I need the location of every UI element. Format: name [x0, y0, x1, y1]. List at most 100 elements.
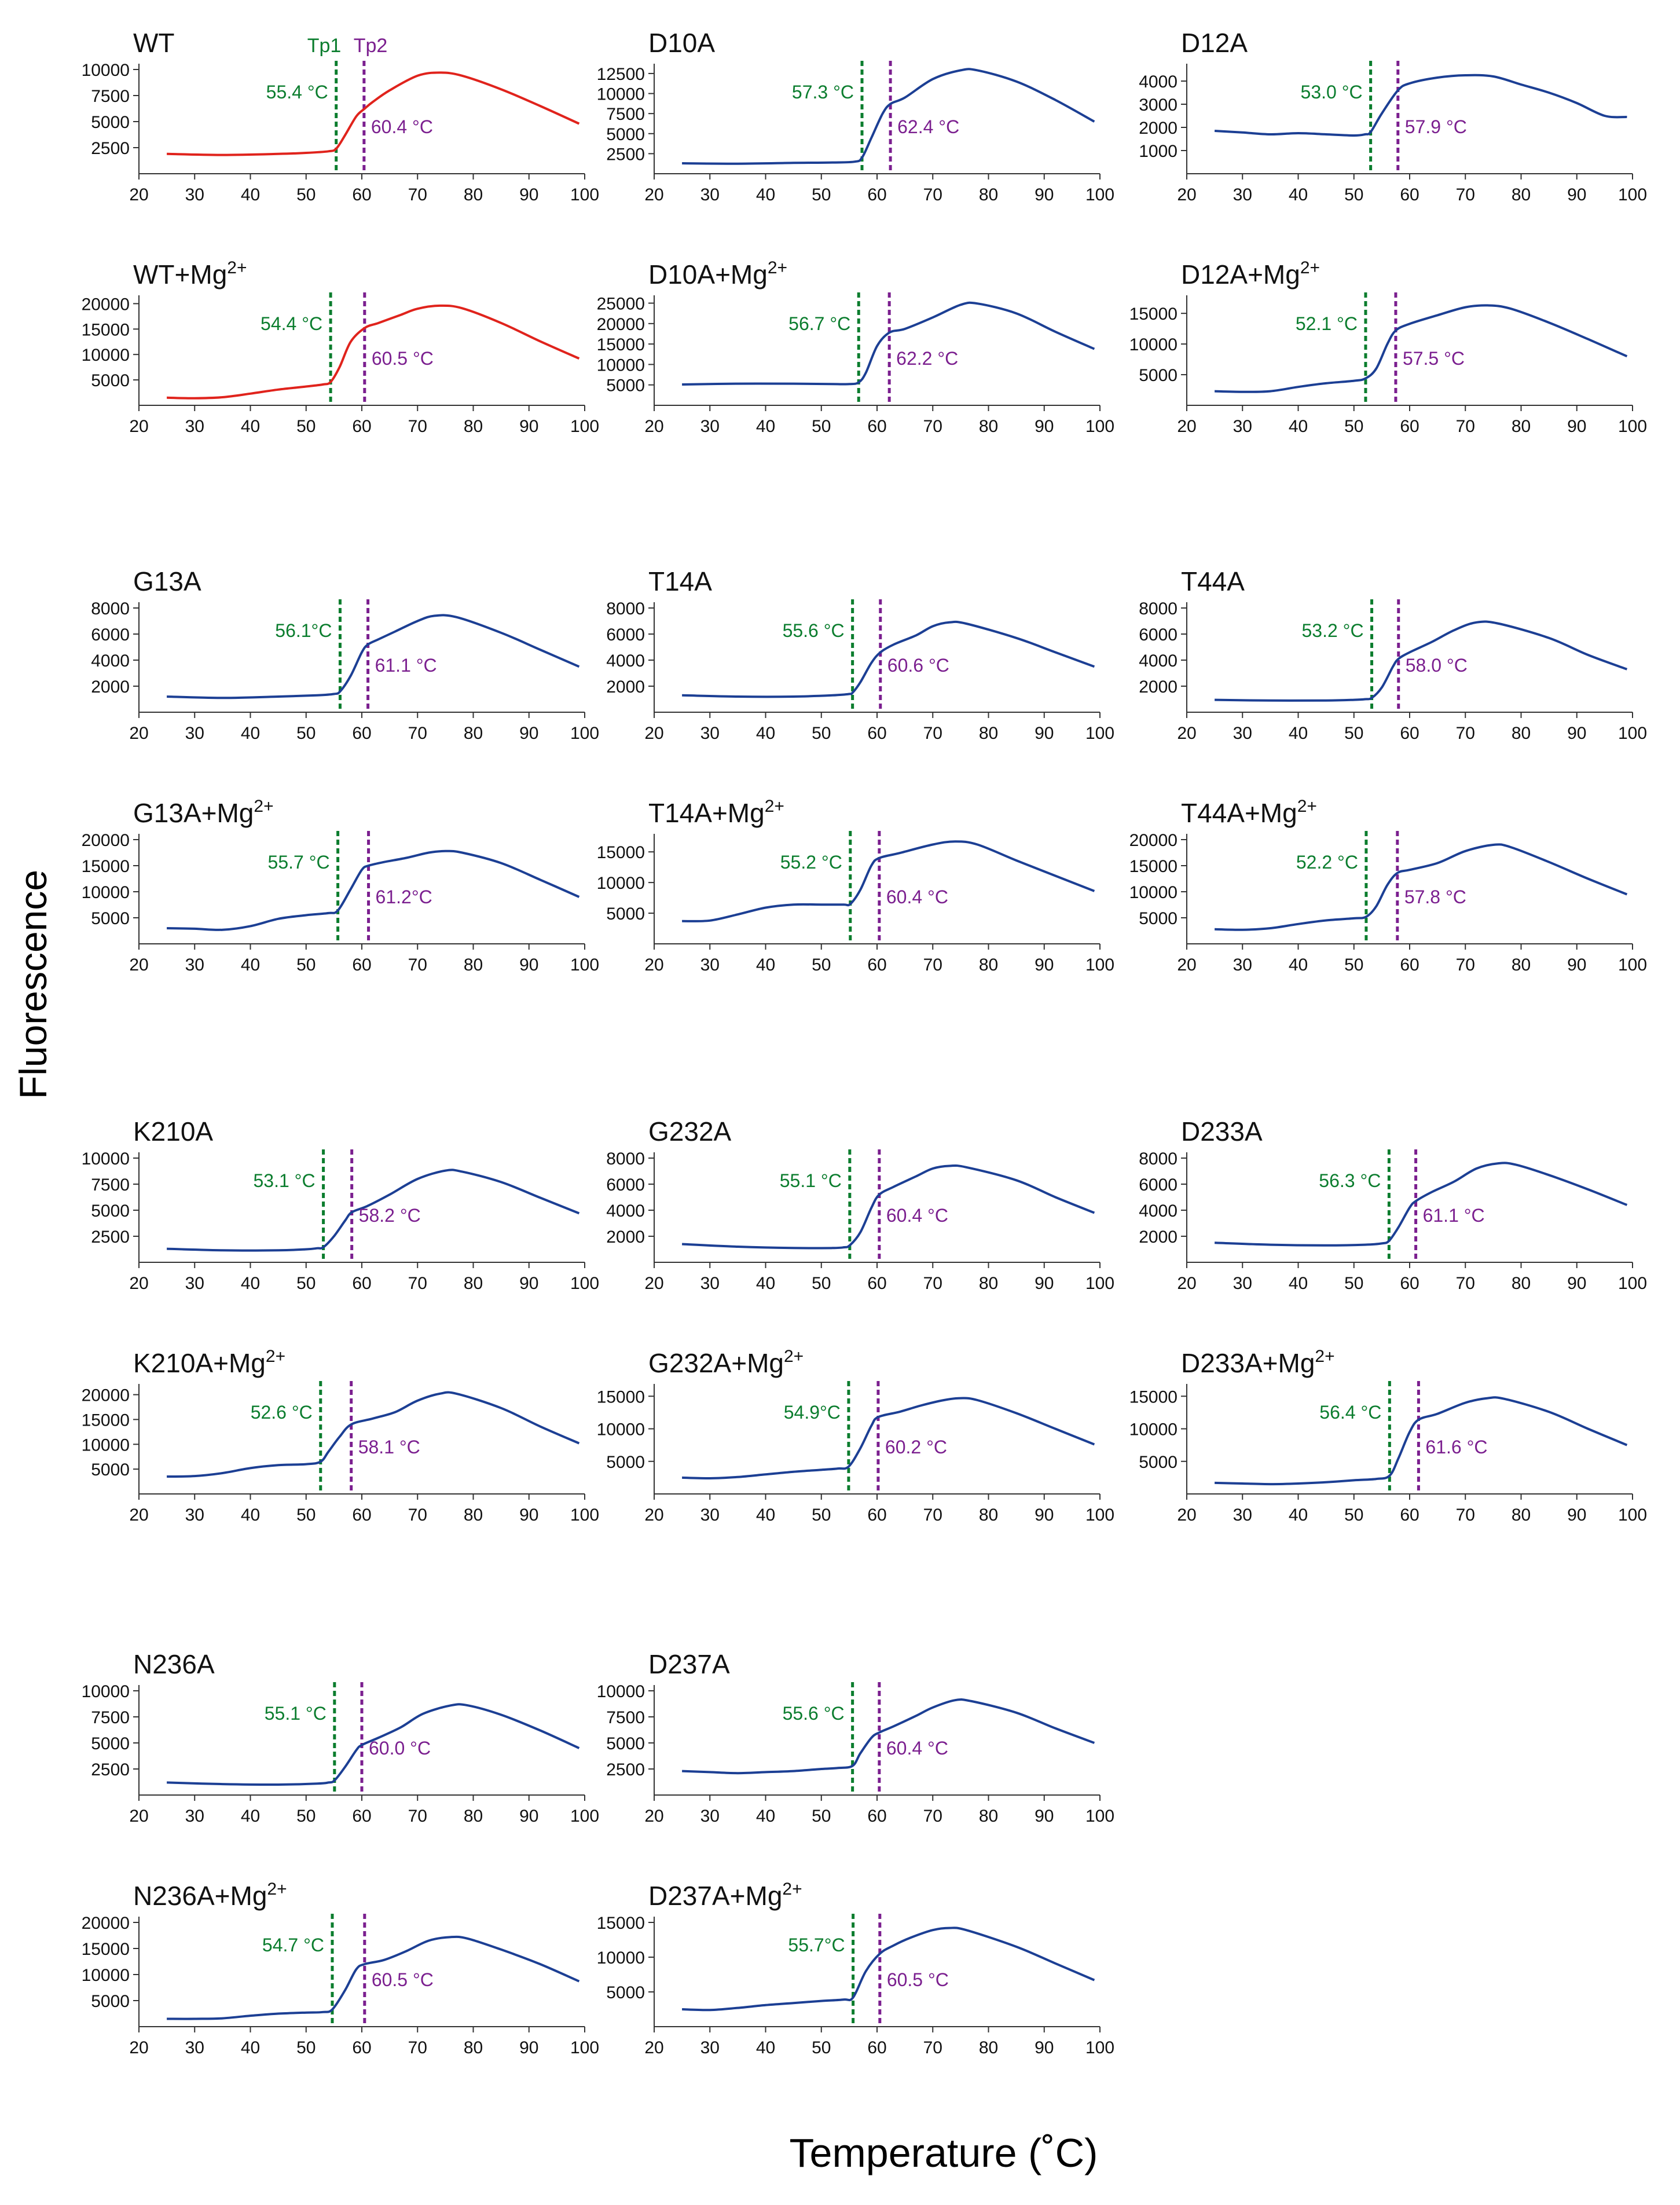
panel-title: G232A — [648, 1116, 732, 1147]
melt-curve — [682, 1397, 1095, 1480]
y-tick-label: 2500 — [91, 1760, 130, 1779]
tp2-value-label: 57.5 °C — [1403, 348, 1465, 369]
tp2-header: Tp2 — [354, 35, 388, 57]
x-tick-label: 40 — [1289, 1506, 1308, 1525]
y-tick-label: 2500 — [91, 139, 130, 158]
y-tick-label: 4000 — [606, 651, 645, 671]
x-tick-label: 90 — [1035, 1506, 1054, 1525]
x-tick-label: 20 — [644, 1807, 663, 1826]
panel-t44a-mg: T44A+Mg2+ 20 30 40 50 60 70 80 90 100 5000 10000 150… — [1129, 797, 1647, 975]
y-tick-label: 5000 — [91, 1734, 130, 1753]
tp2-value-label: 62.4 °C — [897, 116, 959, 137]
tp1-value-label: 55.4 °C — [266, 82, 328, 102]
panel-title: D233A — [1181, 1116, 1263, 1147]
y-tick-label: 20000 — [597, 315, 645, 334]
panel-wt: WT 20 30 40 50 60 70 80 90 100 2500 5000 7500 10000 55… — [82, 28, 599, 204]
y-tick-label: 2500 — [91, 1228, 130, 1247]
panel-t14a-mg: T14A+Mg2+ 20 30 40 50 60 70 80 90 100 5000 10000 150… — [597, 797, 1114, 975]
x-tick-label: 100 — [570, 724, 599, 743]
x-tick-label: 60 — [352, 417, 371, 436]
x-tick-label: 50 — [1344, 1506, 1363, 1525]
x-tick-label: 50 — [296, 724, 316, 743]
panel-n236a: N236A 20 30 40 50 60 70 80 90 100 2500 5000 7500 1000… — [82, 1649, 599, 1826]
x-tick-label: 70 — [408, 1506, 427, 1525]
x-tick-label: 20 — [1177, 724, 1196, 743]
y-tick-label: 10000 — [82, 1435, 130, 1455]
x-tick-label: 30 — [185, 724, 204, 743]
panel-g13a-mg: G13A+Mg2+ 20 30 40 50 60 70 80 90 100 5000 10000 150… — [82, 797, 599, 975]
x-tick-label: 40 — [756, 1274, 775, 1293]
x-tick-label: 90 — [1567, 185, 1586, 204]
y-tick-label: 2000 — [1139, 119, 1178, 138]
panel-title: K210A+Mg2+ — [133, 1347, 285, 1378]
x-tick-label: 60 — [867, 417, 886, 436]
x-tick-label: 70 — [408, 955, 427, 975]
x-tick-label: 90 — [1567, 724, 1586, 743]
melt-curve — [1214, 74, 1627, 137]
y-tick-label: 15000 — [82, 320, 130, 339]
x-tick-label: 70 — [408, 2038, 427, 2057]
y-tick-label: 5000 — [606, 376, 645, 395]
x-tick-label: 40 — [1289, 185, 1308, 204]
y-tick-label: 20000 — [82, 1386, 130, 1405]
x-tick-label: 80 — [464, 1506, 483, 1525]
y-tick-label: 10000 — [82, 1682, 130, 1701]
tp2-value-label: 60.4 °C — [371, 116, 433, 137]
x-tick-label: 90 — [1567, 417, 1586, 436]
y-tick-label: 2000 — [1139, 1228, 1178, 1247]
tp1-value-label: 55.1 °C — [265, 1703, 327, 1724]
x-tick-label: 20 — [1177, 185, 1196, 204]
tp1-value-label: 52.2 °C — [1296, 852, 1358, 873]
x-tick-label: 90 — [519, 955, 538, 975]
panel-d237a-mg: D237A+Mg2+ 20 30 40 50 60 70 80 90 100 5000 10000 15… — [597, 1880, 1114, 2057]
y-tick-label: 2000 — [91, 677, 130, 697]
x-tick-label: 70 — [1456, 724, 1475, 743]
x-tick-label: 80 — [464, 2038, 483, 2057]
tp2-value-label: 61.6 °C — [1425, 1437, 1487, 1457]
y-tick-label: 10000 — [1129, 883, 1178, 902]
melt-curve — [1215, 1396, 1628, 1486]
x-tick-label: 90 — [519, 417, 538, 436]
tp1-value-label: 56.3 °C — [1319, 1170, 1381, 1191]
x-tick-label: 30 — [700, 955, 720, 975]
y-tick-label: 7500 — [606, 1708, 645, 1727]
x-tick-label: 40 — [1289, 417, 1308, 436]
y-tick-label: 7500 — [91, 87, 130, 106]
x-tick-label: 40 — [241, 2038, 260, 2057]
x-tick-label: 40 — [756, 955, 775, 975]
x-tick-label: 20 — [129, 724, 148, 743]
x-tick-label: 30 — [1233, 724, 1252, 743]
x-tick-label: 20 — [644, 185, 663, 204]
melt-curve — [167, 1391, 580, 1478]
panel-title: T14A — [648, 566, 712, 596]
x-tick-label: 20 — [1177, 1274, 1196, 1293]
x-tick-label: 50 — [1344, 185, 1363, 204]
y-tick-label: 6000 — [606, 625, 645, 644]
x-tick-label: 20 — [644, 417, 663, 436]
x-tick-label: 20 — [129, 417, 148, 436]
x-tick-label: 80 — [979, 955, 998, 975]
x-tick-label: 100 — [570, 185, 599, 204]
tp2-value-label: 60.5 °C — [372, 1969, 434, 1990]
x-tick-label: 70 — [923, 1506, 942, 1525]
x-tick-label: 90 — [1567, 1274, 1586, 1293]
x-tick-label: 100 — [1085, 955, 1114, 975]
panel-d12a-mg: D12A+Mg2+ 20 30 40 50 60 70 80 90 100 5000 10000 150… — [1129, 258, 1647, 436]
panel-title: D12A — [1181, 28, 1248, 58]
x-tick-label: 30 — [1233, 955, 1252, 975]
y-tick-label: 12500 — [597, 65, 645, 84]
panel-title: D237A+Mg2+ — [648, 1880, 802, 1911]
x-tick-label: 80 — [979, 724, 998, 743]
y-tick-label: 20000 — [82, 831, 130, 850]
melt-curve — [167, 1169, 580, 1252]
y-tick-label: 15000 — [597, 1387, 645, 1406]
panel-g232a-mg: G232A+Mg2+ 20 30 40 50 60 70 80 90 100 5000 10000 15… — [597, 1347, 1114, 1525]
x-tick-label: 30 — [700, 417, 720, 436]
y-tick-label: 4000 — [91, 651, 130, 671]
y-tick-label: 5000 — [1139, 366, 1178, 385]
y-tick-label: 10000 — [1129, 1420, 1178, 1440]
x-tick-label: 100 — [1618, 417, 1647, 436]
panel-title: WT — [133, 28, 175, 58]
x-tick-label: 60 — [1400, 724, 1419, 743]
